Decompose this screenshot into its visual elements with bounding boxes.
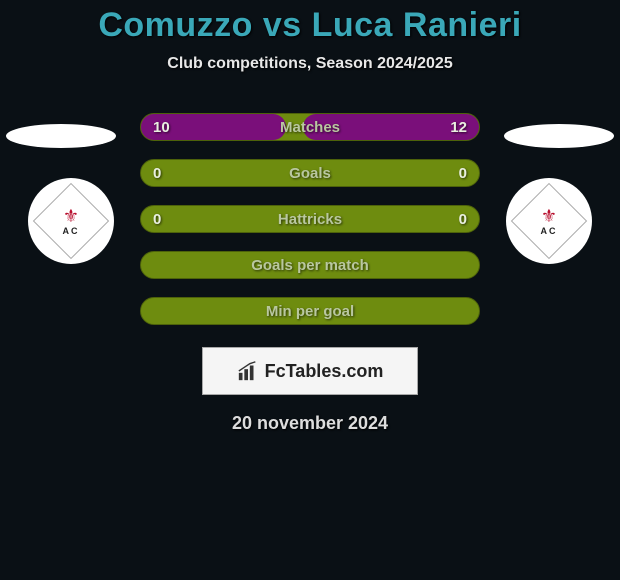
club-badge-inner: ⚜ AC [54, 204, 88, 238]
stat-content: Min per goal [141, 298, 479, 324]
player-left-photo [6, 124, 116, 148]
stat-content: 0 Hattricks 0 [141, 206, 479, 232]
club-badge-text: AC [63, 226, 80, 236]
stat-value-right: 0 [459, 165, 467, 182]
date-text: 20 november 2024 [0, 413, 620, 434]
stat-row: 0 Hattricks 0 [140, 205, 480, 233]
player-left-club-badge: ⚜ AC [28, 178, 114, 264]
club-badge-shape: ⚜ AC [33, 183, 109, 259]
stat-row: Goals per match [140, 251, 480, 279]
fleur-de-lis-icon: ⚜ [541, 207, 557, 225]
club-badge-text: AC [541, 226, 558, 236]
site-label: FcTables.com [265, 361, 384, 382]
player-right-photo [504, 124, 614, 148]
stat-row: Min per goal [140, 297, 480, 325]
stat-label: Matches [280, 119, 340, 136]
page-title: Comuzzo vs Luca Ranieri [0, 0, 620, 45]
stat-value-right: 0 [459, 211, 467, 228]
stat-content: Goals per match [141, 252, 479, 278]
stat-value-left: 0 [153, 165, 161, 182]
stat-content: 10 Matches 12 [141, 114, 479, 140]
club-badge-inner: ⚜ AC [532, 204, 566, 238]
player-right-club-badge: ⚜ AC [506, 178, 592, 264]
stat-value-left: 10 [153, 119, 170, 136]
stat-label: Goals [289, 165, 331, 182]
stat-value-left: 0 [153, 211, 161, 228]
stat-label: Min per goal [266, 303, 354, 320]
stat-label: Hattricks [278, 211, 342, 228]
stat-content: 0 Goals 0 [141, 160, 479, 186]
stat-value-right: 12 [450, 119, 467, 136]
club-badge-shape: ⚜ AC [511, 183, 587, 259]
stat-label: Goals per match [251, 257, 369, 274]
stats-container: 10 Matches 12 0 Goals 0 0 Hattricks 0 Goals per m… [140, 113, 480, 325]
stat-row: 0 Goals 0 [140, 159, 480, 187]
chart-icon [237, 360, 259, 382]
subtitle: Club competitions, Season 2024/2025 [0, 55, 620, 73]
site-attribution: FcTables.com [202, 347, 418, 395]
fleur-de-lis-icon: ⚜ [63, 207, 79, 225]
stat-row: 10 Matches 12 [140, 113, 480, 141]
